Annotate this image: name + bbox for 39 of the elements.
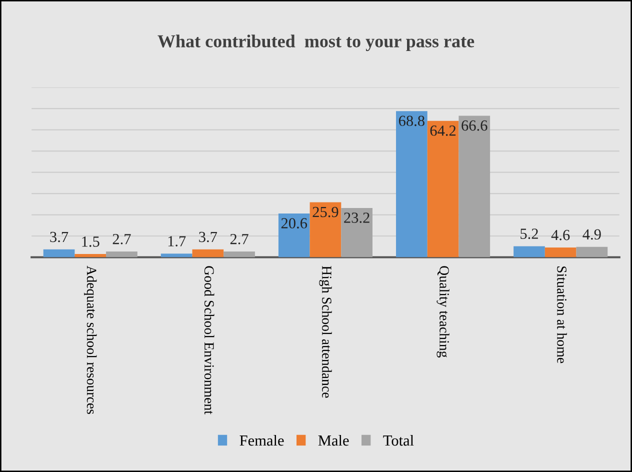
bar bbox=[310, 202, 342, 258]
x-tick-label: Situation at home bbox=[557, 266, 567, 364]
legend-label: Female bbox=[240, 434, 284, 446]
data-label: 64.2 bbox=[430, 126, 456, 136]
data-label: 68.8 bbox=[398, 116, 424, 126]
bar bbox=[278, 213, 310, 258]
data-label: 2.7 bbox=[112, 234, 131, 244]
bar bbox=[341, 208, 372, 258]
bar bbox=[43, 249, 75, 258]
bar bbox=[224, 252, 255, 258]
data-label: 23.2 bbox=[344, 212, 370, 223]
data-label: 2.7 bbox=[230, 234, 248, 244]
data-label: 3.7 bbox=[50, 232, 68, 242]
bar bbox=[192, 249, 224, 258]
chart-title: What contributed most to your pass rate bbox=[158, 34, 474, 52]
bar bbox=[74, 254, 106, 258]
data-label: 4.9 bbox=[582, 229, 601, 240]
data-label: 20.6 bbox=[281, 218, 308, 228]
x-tick-label: Adequate school resources bbox=[84, 266, 97, 414]
bar bbox=[514, 246, 545, 258]
legend-label: Male bbox=[318, 434, 349, 446]
bar bbox=[427, 120, 459, 258]
bar bbox=[544, 247, 576, 258]
bar bbox=[396, 111, 428, 258]
bar bbox=[106, 252, 138, 258]
data-label: 1.7 bbox=[168, 236, 186, 246]
data-label: 4.6 bbox=[551, 230, 570, 240]
bar bbox=[458, 116, 490, 258]
bar bbox=[160, 254, 192, 258]
data-label: 1.5 bbox=[82, 236, 100, 247]
x-tick-label: Quality teaching bbox=[436, 266, 450, 358]
data-label: 5.2 bbox=[520, 228, 538, 239]
x-tick-label: Good School Environment bbox=[204, 266, 214, 414]
legend-label: Total bbox=[383, 434, 414, 446]
data-label: 25.9 bbox=[312, 206, 338, 218]
x-tick-label: High School attendance bbox=[319, 266, 332, 398]
bar bbox=[576, 246, 608, 258]
data-label: 66.6 bbox=[462, 120, 488, 131]
data-label: 3.7 bbox=[199, 232, 218, 242]
